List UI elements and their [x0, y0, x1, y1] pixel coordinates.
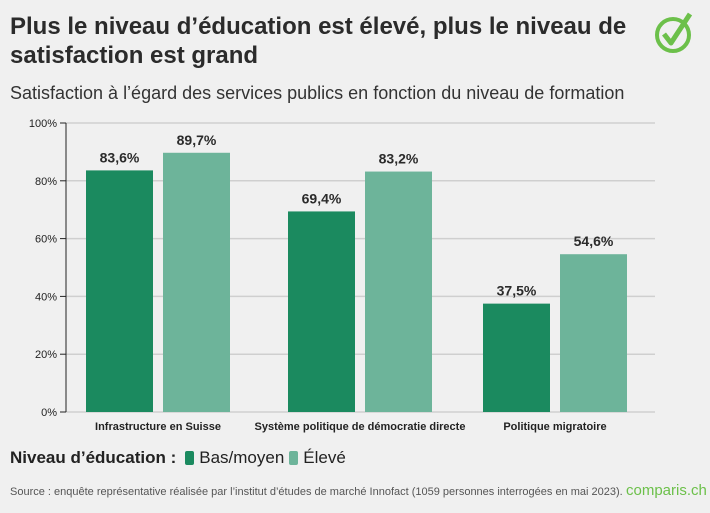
y-tick-label: 60%: [35, 234, 57, 246]
legend-label-eleve: Élevé: [303, 448, 346, 467]
x-tick-label: Infrastructure en Suisse: [95, 421, 221, 433]
data-label: 37,5%: [497, 283, 537, 299]
bar: [163, 152, 230, 412]
data-label: 89,7%: [177, 132, 217, 148]
y-tick-label: 40%: [35, 291, 57, 303]
x-tick-label: Système politique de démocratie directe: [255, 421, 466, 433]
bar: [86, 170, 153, 412]
bar: [560, 254, 627, 412]
y-tick-label: 80%: [35, 176, 57, 188]
data-label: 83,2%: [379, 151, 419, 167]
x-tick-label: Politique migratoire: [503, 421, 606, 433]
legend-swatch-eleve: [289, 451, 299, 465]
chart-title: Plus le niveau d’éducation est élevé, pl…: [10, 13, 627, 69]
brand-logo: comparis.ch: [626, 482, 707, 499]
legend-swatch-bas: [185, 451, 195, 465]
check-circle-icon: [655, 12, 693, 53]
bar: [365, 171, 432, 412]
data-label: 54,6%: [574, 233, 614, 249]
y-tick-label: 0%: [41, 407, 57, 419]
data-label: 69,4%: [302, 190, 342, 206]
data-label: 83,6%: [100, 149, 140, 165]
legend: Niveau d’éducation : Bas/moyen Élevé: [10, 448, 346, 468]
y-tick-label: 100%: [29, 118, 57, 130]
legend-title: Niveau d’éducation :: [10, 448, 177, 467]
bar: [288, 211, 355, 412]
legend-label-bas: Bas/moyen: [199, 448, 285, 467]
chart-subtitle: Satisfaction à l’égard des services publ…: [10, 83, 625, 103]
y-tick-label: 20%: [35, 349, 57, 361]
bar: [483, 303, 550, 412]
source-note: Source : enquête représentative réalisée…: [10, 486, 623, 498]
